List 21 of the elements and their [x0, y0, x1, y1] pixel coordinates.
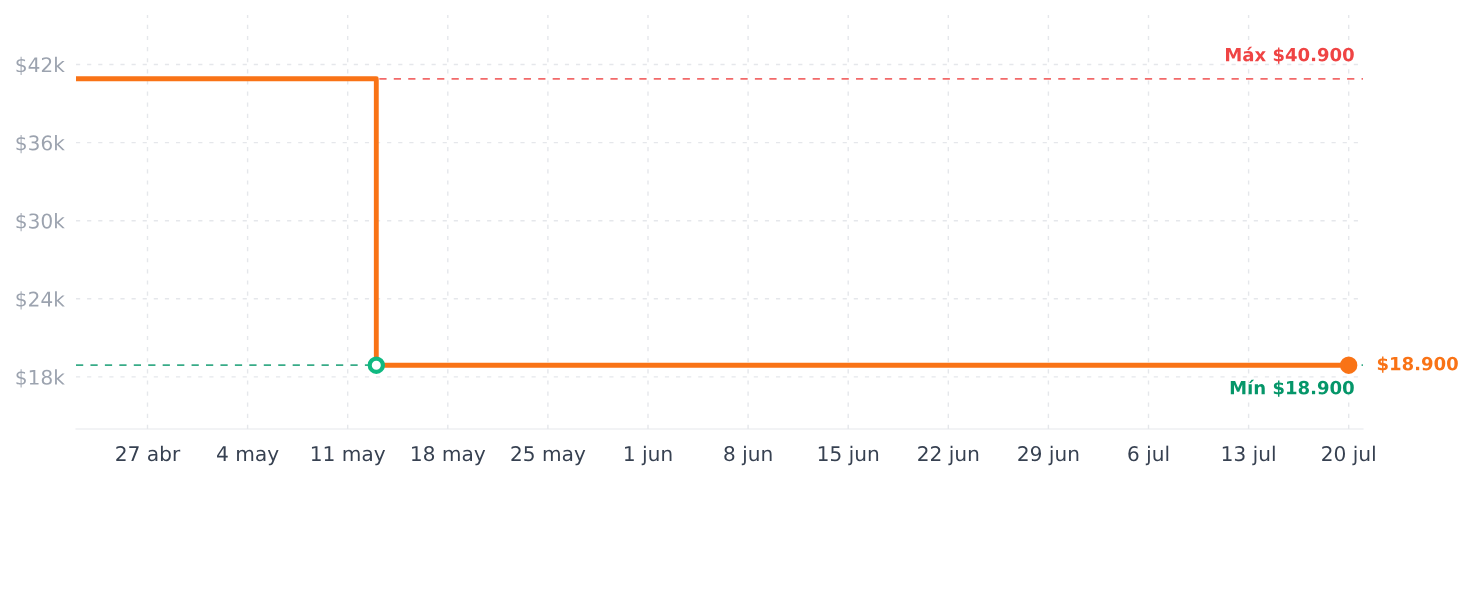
annotation: $18.900	[1377, 356, 1458, 373]
x-tick-label: 25 may	[511, 446, 586, 466]
y-tick-label: $24k	[16, 291, 65, 310]
x-tick-label: 29 jun	[1018, 445, 1079, 466]
ref-line-label: Mín $18.900	[1230, 379, 1354, 397]
x-tick-label: 22 jun	[918, 445, 979, 466]
y-tick-label: $36k	[16, 134, 65, 154]
x-tick-label: 20 jul	[1322, 445, 1375, 466]
x-tick-label: 11 may	[311, 446, 386, 466]
x-tick-label: 1 jun	[625, 445, 672, 466]
x-tick-label: 4 may	[217, 446, 279, 466]
x-tick-label: 13 jul	[1222, 445, 1275, 466]
x-tick-label: 18 may	[412, 446, 486, 466]
y-tick-label: $18k	[16, 369, 65, 388]
ref-line-label: Máx $40.900	[1226, 46, 1354, 64]
x-tick-label: 6 jul	[1128, 445, 1169, 466]
y-tick-label: $42k	[16, 56, 65, 76]
x-tick-label: 27 abr	[116, 445, 181, 462]
x-tick-label: 8 jun	[724, 445, 772, 466]
x-tick-label: 15 jun	[818, 445, 879, 466]
y-tick-label: $30k	[16, 213, 65, 232]
